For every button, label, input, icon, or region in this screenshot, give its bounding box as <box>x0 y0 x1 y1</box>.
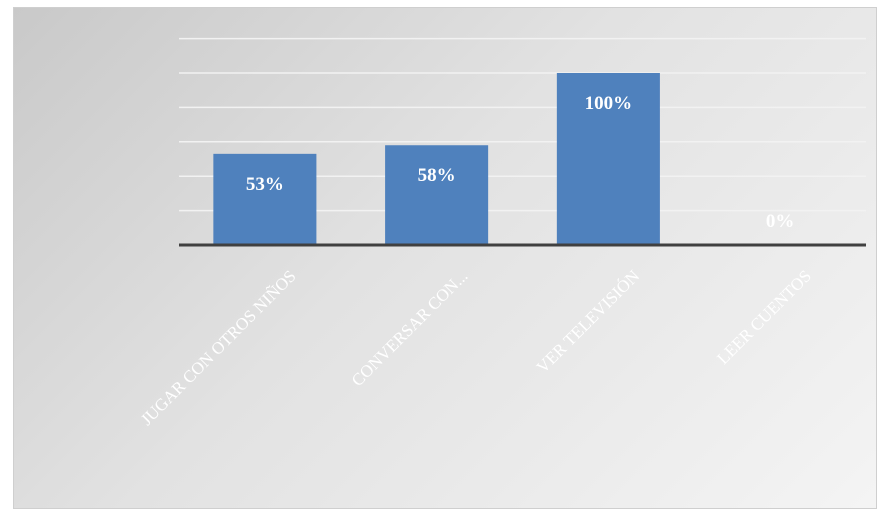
chart-frame: 53% 58% 100% 0% JUGAR CON OTROS NIÑOS CONVER… <box>13 7 877 509</box>
data-label: 0% <box>766 211 795 232</box>
category-tick-label: LEER CUENTOS <box>713 266 815 368</box>
category-tick-label: CONVERSAR CON... <box>348 266 472 390</box>
bar-chart: 53% 58% 100% 0% JUGAR CON OTROS NIÑOS CONVER… <box>137 37 866 429</box>
bar <box>556 73 660 245</box>
data-labels: 53% 58% 100% 0% <box>246 93 795 232</box>
data-label: 53% <box>246 174 284 195</box>
category-tick-label: JUGAR CON OTROS NIÑOS <box>137 266 300 429</box>
data-label: 100% <box>585 93 633 114</box>
category-tick-labels: JUGAR CON OTROS NIÑOS CONVERSAR CON... VER… <box>137 266 815 429</box>
bar <box>213 153 317 245</box>
bar <box>385 145 489 245</box>
data-label: 58% <box>418 165 456 186</box>
bars <box>213 73 660 245</box>
category-tick-label: VER TELEVISIÓN <box>533 266 643 376</box>
